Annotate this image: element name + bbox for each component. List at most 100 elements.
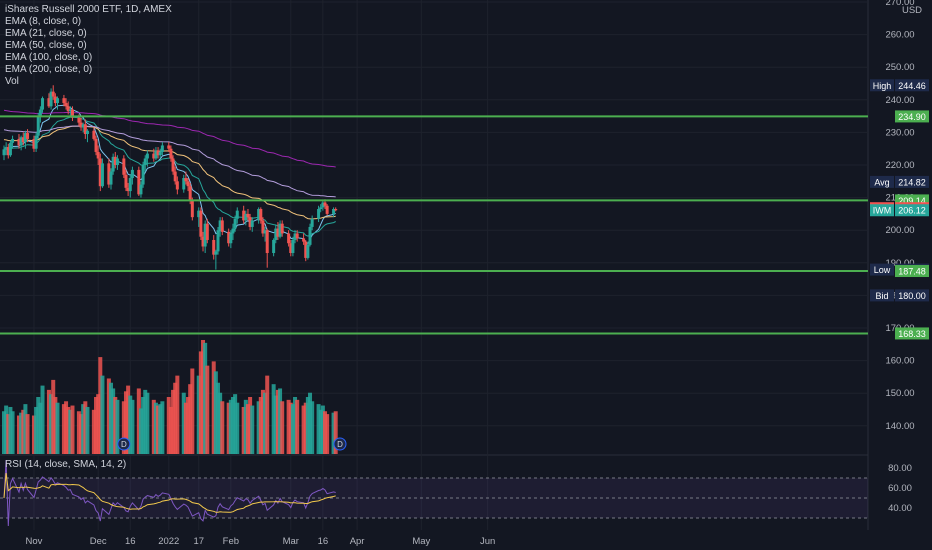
price-label: Avg 214.82 xyxy=(870,175,929,188)
candle xyxy=(235,207,239,224)
volume-bar xyxy=(156,405,161,454)
candle-body xyxy=(98,158,102,187)
candle-body xyxy=(319,207,323,210)
candle-body xyxy=(139,184,143,195)
volume-bar xyxy=(201,340,206,454)
volume-bars xyxy=(2,340,338,454)
volume-bar xyxy=(245,404,250,454)
ema200-legend[interactable]: EMA (200, close, 0) xyxy=(5,64,93,75)
price-label-value: 214.82 xyxy=(898,177,926,187)
x-tick-label: 16 xyxy=(318,536,329,547)
volume-bar xyxy=(331,412,336,454)
candle xyxy=(17,134,21,149)
candle xyxy=(246,209,250,221)
candle xyxy=(265,228,269,268)
volume-bar xyxy=(81,404,86,454)
volume-bar xyxy=(46,389,51,454)
price-label-name: Low xyxy=(874,265,891,275)
volume-bar xyxy=(233,394,238,454)
volume-bar xyxy=(100,375,105,454)
volume-bar xyxy=(25,414,30,454)
volume-bar xyxy=(228,399,233,454)
x-tick-label: Jun xyxy=(480,536,495,547)
candle xyxy=(141,161,145,188)
volume-bar xyxy=(196,375,201,454)
candle xyxy=(128,174,132,198)
volume-bar xyxy=(273,395,278,454)
volume-bar xyxy=(70,405,75,454)
volume-bar xyxy=(66,406,71,454)
volume-bar xyxy=(8,406,13,454)
volume-bar xyxy=(83,401,88,454)
candle xyxy=(47,93,51,108)
ema100-legend[interactable]: EMA (100, close, 0) xyxy=(5,52,93,63)
volume-bar xyxy=(198,351,203,454)
volume-bar xyxy=(153,402,158,454)
volume-bar xyxy=(243,399,248,454)
rsi-tick-label: 40.00 xyxy=(888,503,912,514)
volume-bar xyxy=(4,405,9,454)
candle xyxy=(171,155,175,175)
candle xyxy=(139,181,143,198)
candle xyxy=(38,106,42,123)
volume-bar xyxy=(318,409,323,454)
volume-legend[interactable]: Vol xyxy=(5,76,19,87)
candle-body xyxy=(325,205,329,214)
candle xyxy=(310,215,314,231)
candle-body xyxy=(293,233,297,240)
candle-body xyxy=(190,200,194,218)
candle xyxy=(317,205,321,223)
candle xyxy=(182,174,186,193)
price-label-box xyxy=(895,265,929,278)
price-label-tag xyxy=(870,263,894,276)
price-label-value: 244.46 xyxy=(898,81,926,91)
candle xyxy=(302,233,306,245)
candle-body xyxy=(244,213,248,221)
volume-bar xyxy=(68,409,73,454)
ema50-legend[interactable]: EMA (50, close, 0) xyxy=(5,40,87,51)
candle-body xyxy=(261,220,265,234)
volume-bar xyxy=(126,385,131,454)
volume-bar xyxy=(51,379,56,454)
candle xyxy=(137,166,141,196)
candle-body xyxy=(109,171,113,185)
volume-bar xyxy=(205,365,210,454)
volume-bar xyxy=(168,406,173,454)
candle-body xyxy=(154,150,158,159)
price-tick-label: 190.00 xyxy=(885,258,914,269)
dividend-marker xyxy=(333,437,347,451)
candle-body xyxy=(274,228,278,240)
volume-bar xyxy=(333,411,338,454)
candle xyxy=(205,218,209,244)
volume-bar xyxy=(308,392,313,454)
candle xyxy=(272,238,276,257)
candle-body xyxy=(263,230,267,234)
rsi-legend[interactable]: RSI (14, close, SMA, 14, 2) xyxy=(5,459,127,470)
candle-body xyxy=(278,223,282,237)
volume-bar xyxy=(271,384,276,454)
candle-body xyxy=(26,133,30,139)
volume-bar xyxy=(216,382,220,454)
volume-bar xyxy=(235,402,240,454)
price-tick-label: 150.00 xyxy=(885,388,914,399)
candle-body xyxy=(173,171,177,182)
ema8-legend[interactable]: EMA (8, close, 0) xyxy=(5,16,82,27)
candle-body xyxy=(295,233,299,239)
volume-bar xyxy=(288,402,293,454)
volume-bar xyxy=(10,411,15,454)
candle xyxy=(85,129,89,143)
candle-body xyxy=(216,230,220,252)
volume-bar xyxy=(158,404,163,454)
ema21-legend[interactable]: EMA (21, close, 0) xyxy=(5,28,87,39)
volume-bar xyxy=(301,405,306,454)
candle-body xyxy=(124,174,128,188)
candle-body xyxy=(171,158,175,172)
candle-body xyxy=(83,124,87,135)
volume-bar xyxy=(53,397,58,454)
candle-body xyxy=(272,239,276,254)
x-tick-label: Apr xyxy=(350,536,365,547)
ema100-line xyxy=(3,125,336,198)
candle-body xyxy=(220,220,224,232)
volume-bar xyxy=(213,371,218,454)
